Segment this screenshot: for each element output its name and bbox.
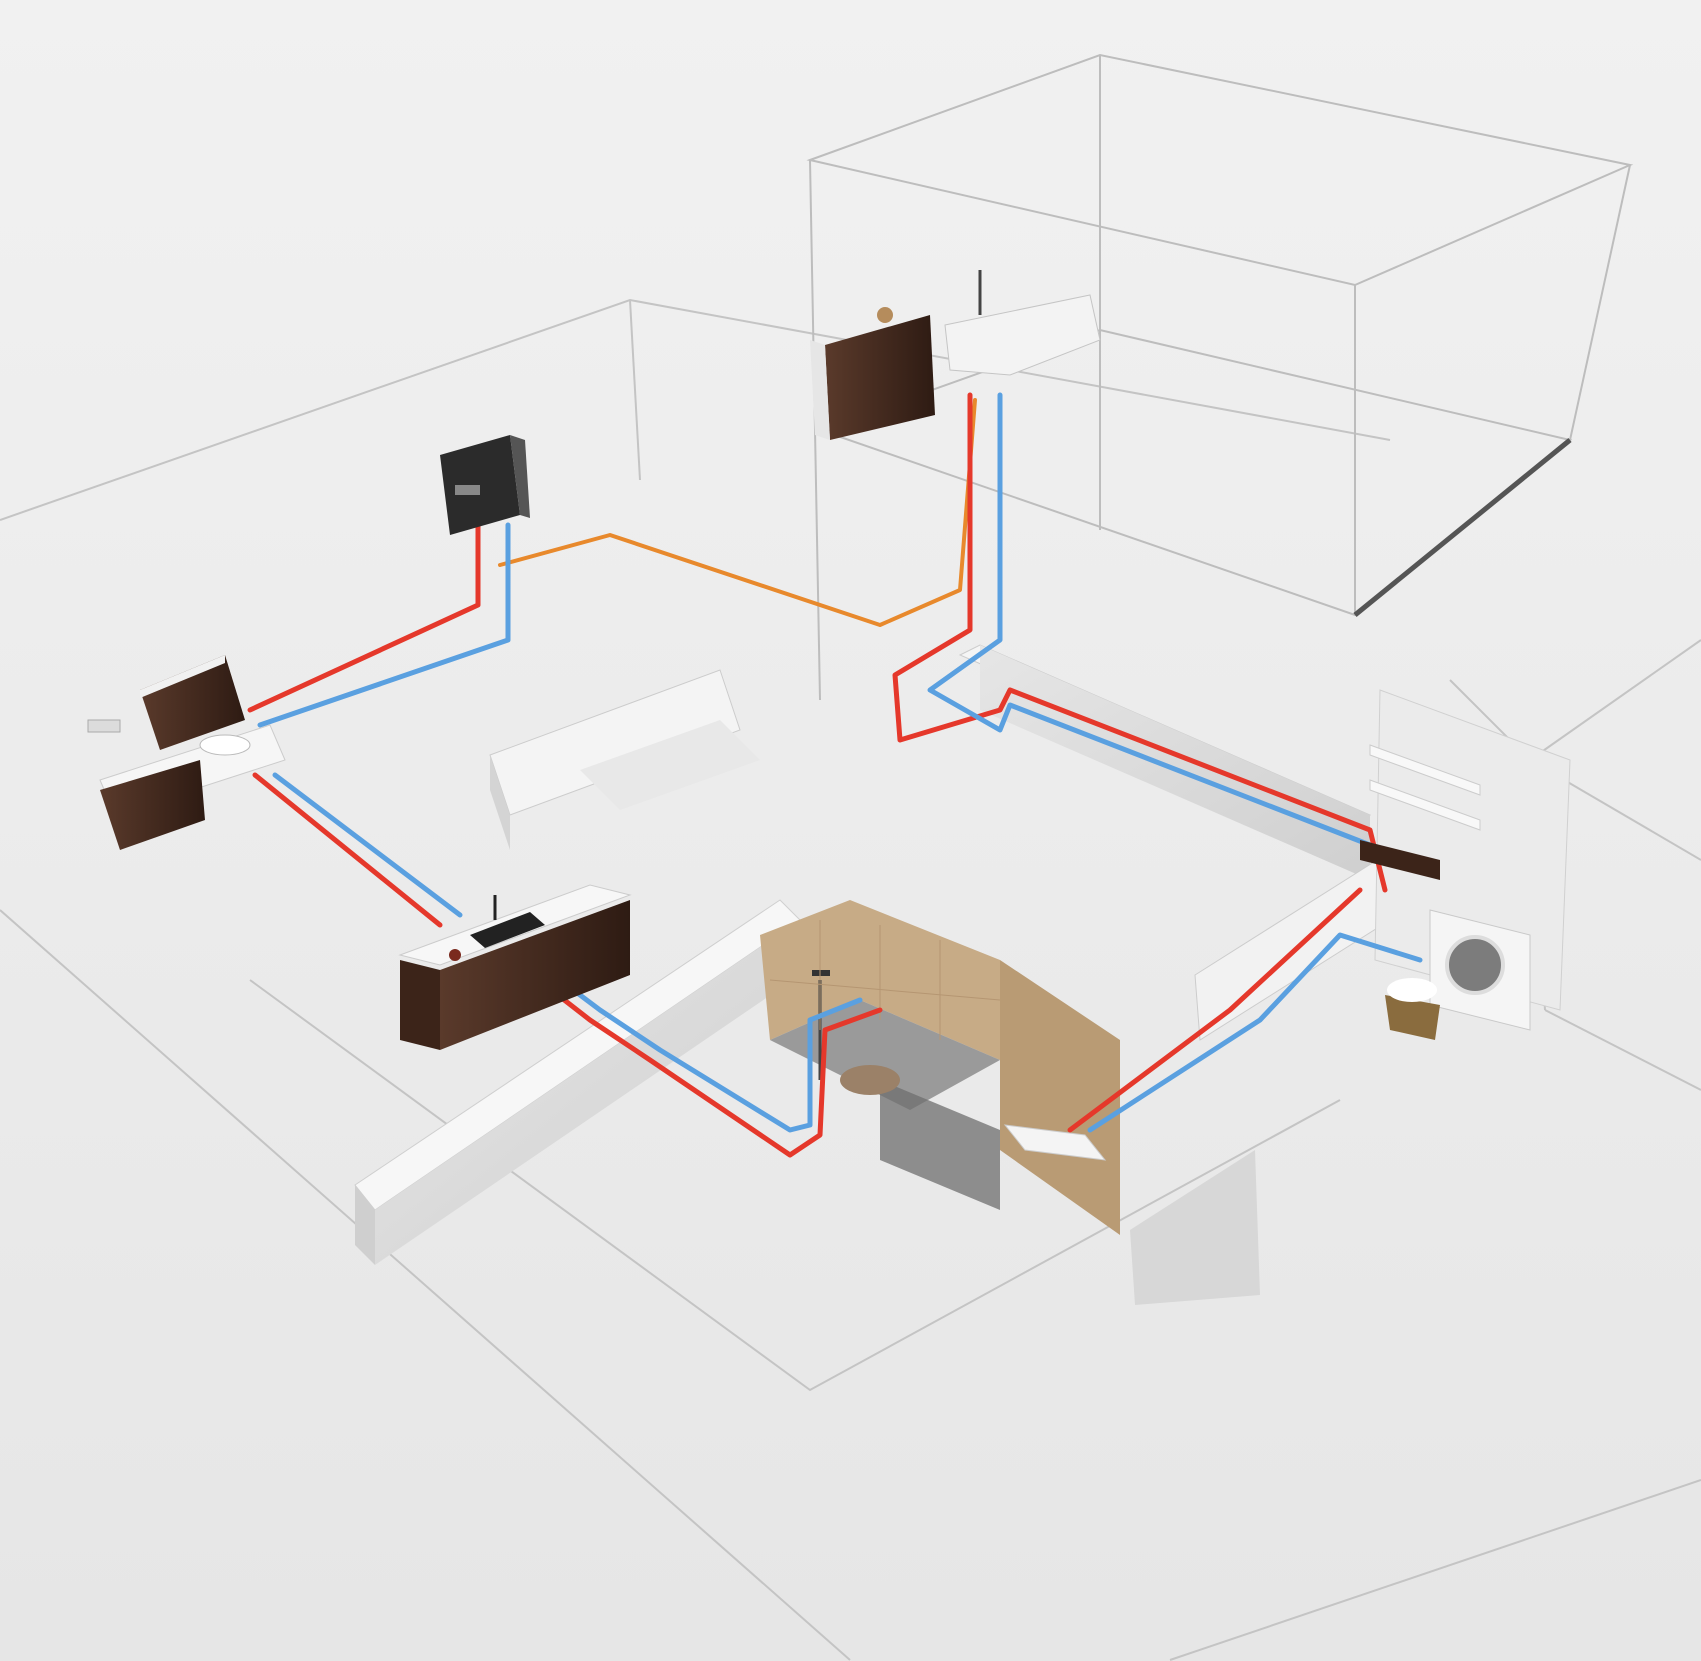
shower-room bbox=[760, 900, 1120, 1235]
left-vanity bbox=[87, 655, 286, 850]
bathtub-icon bbox=[944, 294, 1101, 376]
wall-switch-icon bbox=[87, 719, 121, 733]
decor-icon bbox=[877, 307, 893, 323]
upper-bathroom bbox=[810, 270, 1101, 440]
bathroom-counter bbox=[1003, 1124, 1107, 1161]
cold-pipe-kitchen bbox=[272, 772, 463, 918]
gas-pipe bbox=[498, 398, 977, 627]
wall-right-long-face bbox=[980, 645, 1370, 880]
cold-pipe-boiler bbox=[257, 522, 511, 728]
cold-pipe-laundry bbox=[1087, 932, 1423, 1133]
shower-icon bbox=[812, 970, 830, 976]
wall-long-front-side bbox=[355, 1185, 375, 1265]
shower-right-wall bbox=[1000, 960, 1120, 1235]
walls bbox=[354, 644, 1571, 1305]
vanity-cabinet bbox=[100, 760, 205, 850]
hot-pipe-boiler bbox=[247, 522, 481, 713]
wall-mid-block bbox=[580, 720, 760, 810]
wall-bottom-right bbox=[1130, 1150, 1260, 1305]
sink-icon bbox=[470, 912, 545, 948]
laundry-area bbox=[1360, 744, 1531, 1040]
shelf-top bbox=[1369, 744, 1481, 796]
wall-left-block-side bbox=[490, 755, 510, 850]
upper-room-floor-edge bbox=[1353, 438, 1572, 617]
pipes bbox=[247, 392, 1423, 1158]
floor-outline bbox=[0, 298, 1701, 1661]
upper-cabinet bbox=[825, 315, 935, 440]
shelf-mid bbox=[1369, 779, 1481, 831]
basin-icon bbox=[199, 734, 251, 756]
laundry-basket-icon bbox=[1385, 995, 1440, 1040]
utility-sink bbox=[1360, 840, 1440, 880]
hot-pipe-laundry bbox=[1067, 887, 1363, 1133]
kitchen-island bbox=[398, 884, 632, 1050]
shower-drain-mat bbox=[840, 1065, 900, 1095]
hot-pipe-shower bbox=[542, 982, 883, 1158]
hot-pipe-upper bbox=[892, 392, 1388, 893]
cooktop-icon bbox=[449, 949, 461, 961]
wall-long-front-face bbox=[375, 920, 800, 1265]
island-side bbox=[440, 900, 630, 1050]
wall-boiler-icon bbox=[440, 435, 530, 535]
wall-left-block bbox=[489, 669, 741, 816]
hot-pipe-kitchen bbox=[252, 772, 443, 928]
cold-pipe-shower bbox=[557, 977, 863, 1133]
mirror-cabinet bbox=[140, 655, 245, 750]
shower-glass bbox=[880, 1080, 1000, 1210]
island-front bbox=[400, 960, 440, 1050]
